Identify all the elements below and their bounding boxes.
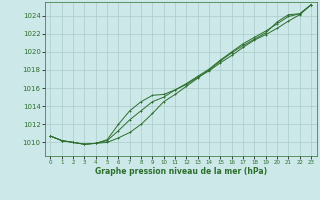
X-axis label: Graphe pression niveau de la mer (hPa): Graphe pression niveau de la mer (hPa) — [95, 167, 267, 176]
